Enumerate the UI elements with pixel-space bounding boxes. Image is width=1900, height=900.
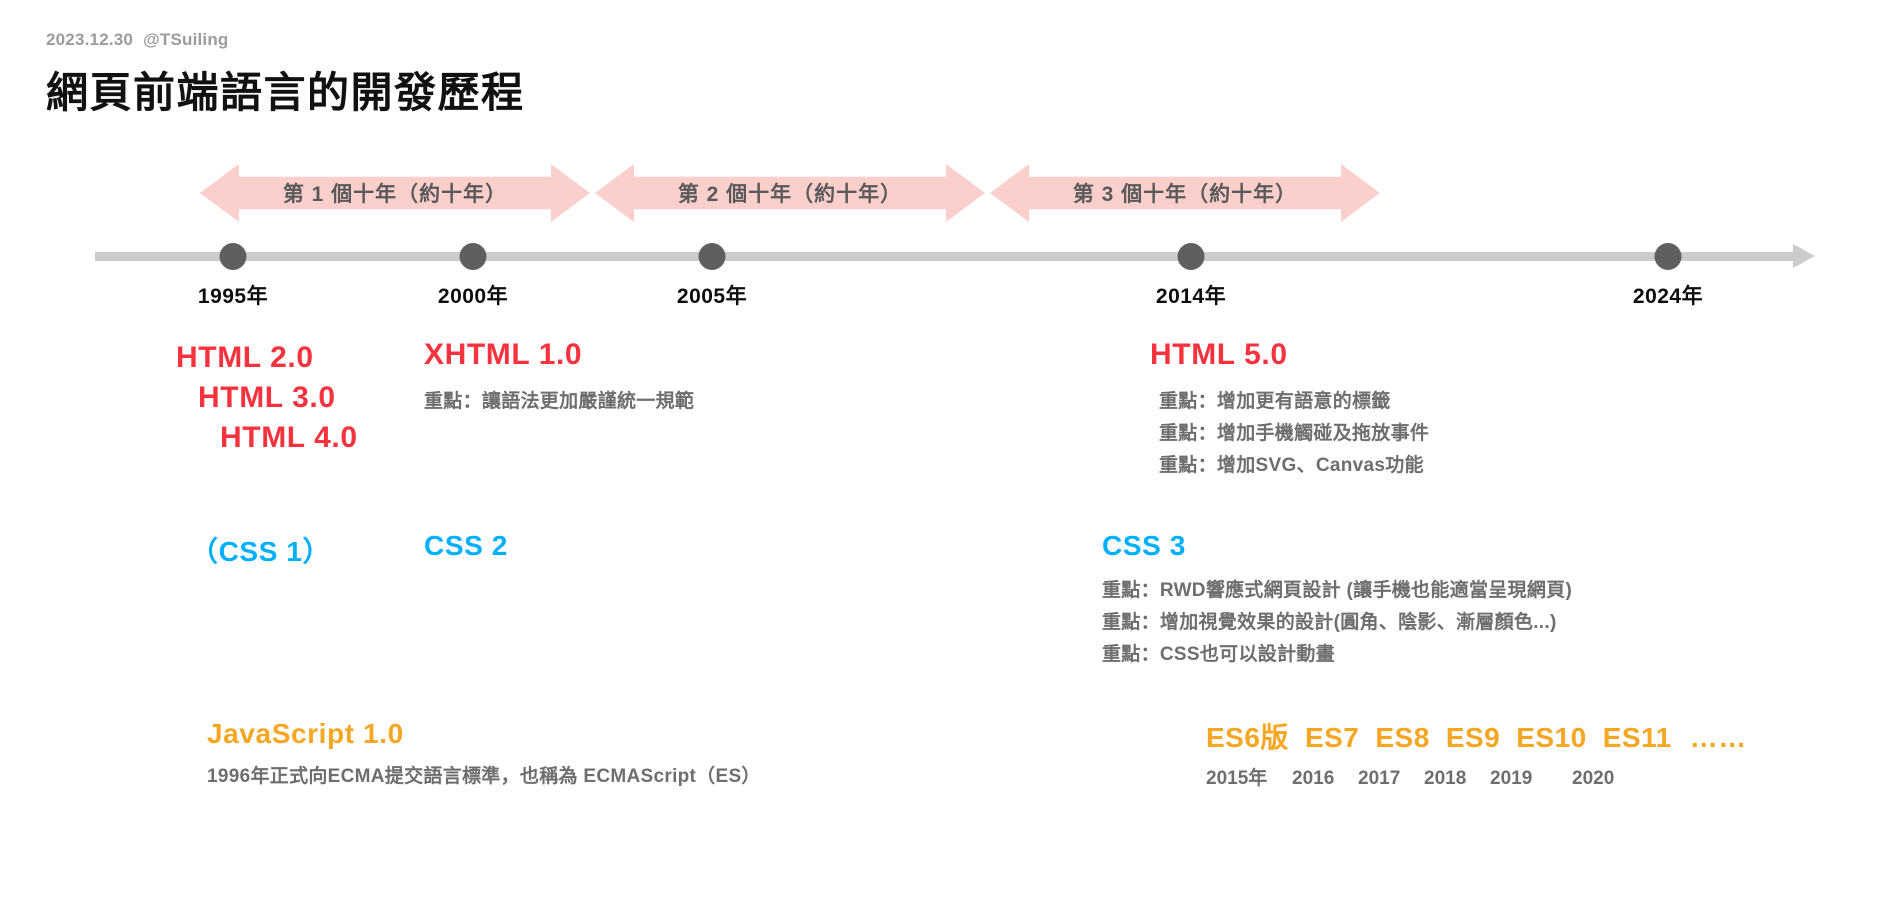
ecmascript-version-5: ES11	[1602, 722, 1672, 753]
ecmascript-year-2: 2017	[1358, 768, 1401, 789]
decade-arrow-3: 第 3 個十年（約十年）	[990, 164, 1380, 222]
decade-arrows: 第 1 個十年（約十年） 第 2 個十年（約十年） 第 3 個十年（約十年）	[0, 164, 1900, 222]
timeline-arrow-icon	[1793, 244, 1815, 268]
html-version-2: HTML 2.0	[176, 341, 314, 374]
ecmascript-version-3: ES9	[1445, 722, 1501, 753]
ecmascript-year-5: 2020	[1572, 768, 1615, 789]
entry-html-1995: HTML 2.0 HTML 3.0 HTML 4.0	[176, 338, 358, 458]
page-header: 2023.12.30 @TSuiling 網頁前端語言的開發歷程	[46, 30, 525, 120]
css3-desc-3: 重點：CSS也可以設計動畫	[1102, 643, 1335, 665]
ecmascript-version-0: ES6版	[1206, 722, 1289, 753]
css3-title: CSS 3	[1102, 530, 1186, 561]
entry-javascript: JavaScript 1.0 1996年正式向ECMA提交語言標準，也稱為 EC…	[207, 718, 761, 793]
header-meta: 2023.12.30 @TSuiling	[46, 30, 525, 50]
axis-dot-2005年[interactable]	[698, 243, 726, 270]
decade-arrow-label-1: 第 1 個十年（約十年）	[282, 183, 508, 206]
xhtml-desc-1: 重點：讓語法更加嚴謹統一規範	[424, 391, 695, 412]
header-author: @TSuiling	[143, 30, 229, 49]
ecmascript-versions: ES6版 ES7 ES8 ES9 ES10 ES11 ……	[1206, 716, 1747, 756]
entry-css3: CSS 3 重點：RWD響應式網頁設計 (讓手機也能適當呈現網頁) 重點：增加視…	[1102, 530, 1572, 671]
entry-css1: （CSS 1）	[190, 530, 331, 570]
axis-dot-2014年[interactable]	[1177, 243, 1205, 270]
entry-xhtml-2000: XHTML 1.0 重點：讓語法更加嚴謹統一規範	[424, 338, 694, 418]
ecmascript-version-4: ES10	[1516, 722, 1587, 753]
decade-arrow-label-2: 第 2 個十年（約十年）	[677, 183, 903, 206]
axis-dot-2000年[interactable]	[459, 243, 487, 270]
xhtml-title: XHTML 1.0	[424, 338, 583, 371]
html-version-4: HTML 4.0	[220, 420, 358, 454]
entry-ecmascript: ES6版 ES7 ES8 ES9 ES10 ES11…… 2015年 2016 2017 201…	[1206, 716, 1747, 790]
ecmascript-year-0: 2015年	[1206, 768, 1268, 789]
ecmascript-version-1: ES7	[1304, 722, 1360, 753]
axis-dot-2024年[interactable]	[1654, 243, 1682, 270]
page-title: 網頁前端語言的開發歷程	[46, 69, 525, 116]
decade-arrow-2: 第 2 個十年（約十年）	[595, 164, 985, 222]
html5-desc-1: 重點：增加更有語意的標籤	[1159, 391, 1391, 412]
timeline-axis-line	[95, 252, 1795, 261]
html5-title: HTML 5.0	[1150, 338, 1288, 371]
axis-year-label-2014年: 2014年	[1155, 285, 1227, 308]
axis-year-label-1995年: 1995年	[197, 285, 269, 308]
html-version-3: HTML 3.0	[198, 380, 336, 414]
decade-arrow-label-3: 第 3 個十年（約十年）	[1072, 183, 1298, 206]
html5-desc-2: 重點：增加手機觸碰及拖放事件	[1159, 422, 1430, 444]
ecmascript-years: 2015年 2016 2017 2018 2019 2020	[1206, 763, 1747, 790]
ecmascript-year-4: 2019	[1490, 768, 1533, 789]
axis-dot-1995年[interactable]	[219, 243, 247, 270]
axis-year-label-2005年: 2005年	[676, 285, 748, 308]
javascript-title: JavaScript 1.0	[207, 718, 404, 749]
ecmascript-year-3: 2018	[1424, 768, 1467, 789]
css3-desc-2: 重點：增加視覺效果的設計(圓角、陰影、漸層顏色...)	[1102, 611, 1557, 633]
css2-title: CSS 2	[424, 530, 508, 561]
html5-desc-3: 重點：增加SVG、Canvas功能	[1159, 454, 1424, 476]
ecmascript-version-2: ES8	[1375, 722, 1430, 753]
axis-year-label-2024年: 2024年	[1632, 285, 1704, 308]
javascript-desc-1: 1996年正式向ECMA提交語言標準，也稱為 ECMAScript（ES）	[207, 766, 761, 787]
decade-arrow-1: 第 1 個十年（約十年）	[200, 164, 590, 222]
css1-title: （CSS 1）	[190, 536, 332, 567]
css3-desc-1: 重點：RWD響應式網頁設計 (讓手機也能適當呈現網頁)	[1102, 580, 1573, 601]
entry-css2: CSS 2	[424, 530, 508, 562]
entry-html5-2014: HTML 5.0 重點：增加更有語意的標籤 重點：增加手機觸碰及拖放事件 重點：…	[1150, 338, 1429, 482]
ecmascript-year-1: 2016	[1292, 768, 1335, 789]
header-date: 2023.12.30	[46, 30, 134, 49]
ecmascript-version-6: ……	[1689, 722, 1747, 753]
axis-year-label-2000年: 2000年	[437, 285, 509, 308]
